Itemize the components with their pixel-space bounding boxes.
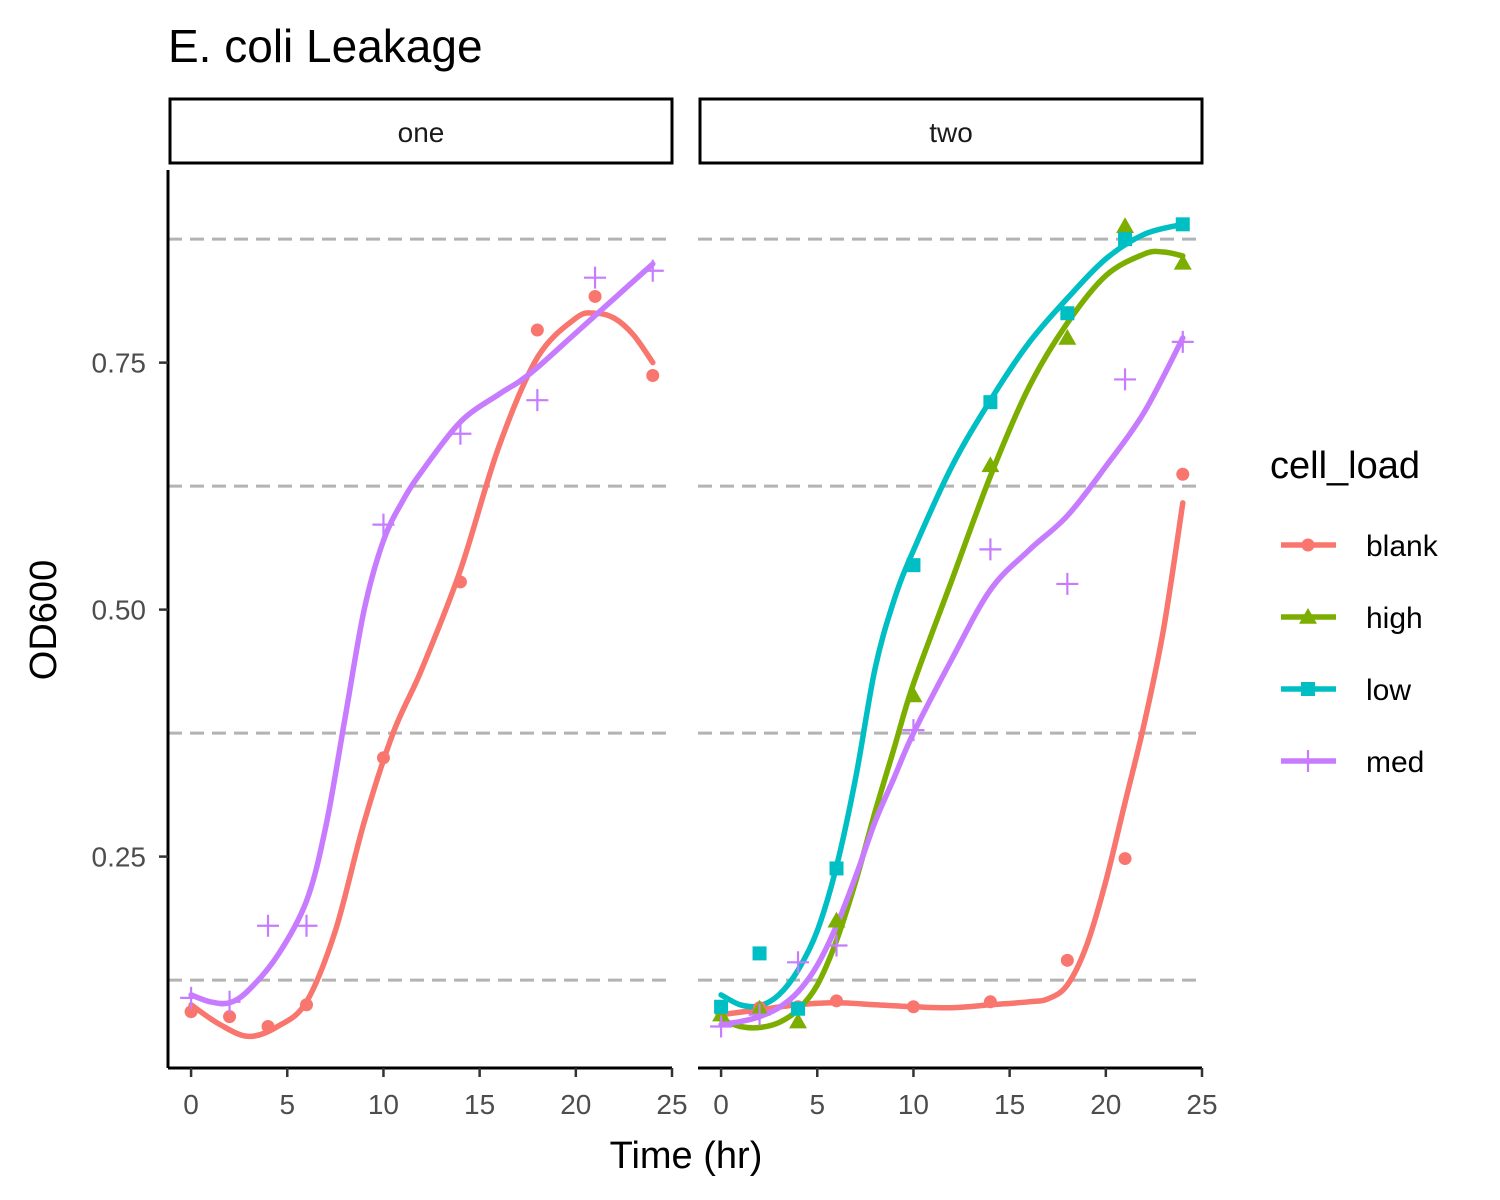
legend-marker	[1297, 750, 1319, 772]
x-tick-label: 0	[713, 1089, 729, 1120]
x-tick-label: 5	[809, 1089, 825, 1120]
data-point-med	[787, 951, 810, 974]
legend-items: blank high low med	[1281, 530, 1439, 779]
series-line-med	[718, 335, 1186, 1028]
legend-item-low: low	[1281, 674, 1411, 707]
legend-label: med	[1366, 746, 1424, 779]
y-tick-label: 0.75	[92, 348, 147, 379]
data-point-high	[789, 1012, 808, 1029]
data-point-high	[827, 911, 846, 928]
x-tick-label: 5	[279, 1089, 295, 1120]
data-point-high	[981, 456, 1000, 473]
series-line-low	[718, 221, 1186, 1010]
legend-marker	[1299, 608, 1317, 624]
x-tick-label: 20	[1090, 1089, 1121, 1120]
data-point-blank	[983, 995, 997, 1009]
facet-strip-label: two	[929, 117, 973, 148]
data-point-high	[1173, 253, 1192, 270]
data-point-med	[257, 914, 280, 937]
data-point-blank	[646, 368, 660, 382]
data-point-med	[902, 719, 925, 742]
data-point-med	[825, 934, 848, 957]
data-point-low	[714, 999, 729, 1014]
panel-one: one 0 5 10 15 20 25 0.25 0.50 0.75	[92, 97, 688, 1120]
legend-item-med: med	[1281, 746, 1424, 779]
data-point-blank	[184, 1005, 198, 1019]
legend: cell_load blank high low med	[1270, 445, 1439, 779]
series-line-high	[718, 248, 1186, 1031]
data-point-blank	[1118, 852, 1132, 866]
legend-label: high	[1366, 602, 1423, 635]
data-point-blank	[1060, 953, 1074, 967]
data-point-med	[526, 389, 549, 412]
data-point-high	[904, 686, 923, 703]
x-tick-label: 15	[994, 1089, 1025, 1120]
data-point-high	[1058, 328, 1077, 345]
data-point-low	[1060, 306, 1075, 321]
data-point-low	[791, 1001, 806, 1016]
data-point-med	[1114, 368, 1137, 391]
data-point-med	[372, 513, 395, 536]
data-point-blank	[906, 1000, 920, 1014]
data-point-blank	[376, 751, 390, 765]
x-tick-label: 10	[368, 1089, 399, 1120]
data-point-blank	[223, 1010, 237, 1024]
x-tick-label: 10	[898, 1089, 929, 1120]
data-point-med	[641, 259, 664, 282]
y-axis-title: OD600	[23, 560, 65, 680]
data-point-med	[295, 914, 318, 937]
data-point-blank	[530, 323, 544, 337]
legend-title: cell_load	[1270, 445, 1420, 487]
chart-title: E. coli Leakage	[168, 20, 483, 72]
legend-label: blank	[1366, 530, 1439, 563]
x-tick-label: 0	[183, 1089, 199, 1120]
data-point-med	[748, 1003, 771, 1026]
legend-item-high: high	[1281, 602, 1423, 635]
panels-layer: one 0 5 10 15 20 25 0.25 0.50 0.75 two 0 5 10 15 20 25	[92, 97, 1218, 1120]
panel-two: two 0 5 10 15 20 25	[698, 97, 1218, 1120]
y-tick-label: 0.25	[92, 842, 147, 873]
legend-label: low	[1366, 674, 1411, 707]
x-axis-title: Time (hr)	[610, 1135, 763, 1177]
data-point-low	[752, 946, 767, 961]
data-point-med	[449, 422, 472, 445]
y-tick-label: 0.50	[92, 595, 147, 626]
data-point-blank	[830, 994, 844, 1008]
data-point-low	[1118, 232, 1133, 247]
data-point-blank	[453, 575, 467, 589]
x-tick-label: 25	[656, 1089, 687, 1120]
data-point-med	[710, 1015, 733, 1038]
x-tick-label: 25	[1186, 1089, 1217, 1120]
data-point-med	[1056, 572, 1079, 595]
facet-strip	[168, 97, 674, 165]
legend-marker	[1301, 682, 1315, 696]
legend-item-blank: blank	[1281, 530, 1439, 563]
data-point-med	[218, 990, 241, 1013]
data-point-med	[584, 266, 607, 289]
data-point-blank	[261, 1020, 275, 1034]
x-tick-label: 20	[560, 1089, 591, 1120]
x-tick-label: 15	[464, 1089, 495, 1120]
series-line-med	[188, 261, 656, 1007]
data-point-low	[829, 861, 844, 876]
facet-strip	[698, 97, 1204, 165]
data-point-high	[1116, 217, 1135, 234]
data-point-low	[906, 558, 921, 573]
legend-marker	[1301, 538, 1315, 552]
data-point-med	[180, 986, 203, 1009]
data-point-med	[979, 538, 1002, 561]
data-point-low	[983, 395, 998, 410]
data-point-blank	[1176, 467, 1190, 481]
facet-strip-label: one	[398, 117, 445, 148]
series-line-blank	[188, 310, 656, 1040]
data-point-blank	[588, 289, 602, 303]
data-point-low	[1175, 217, 1190, 232]
data-point-med	[1171, 330, 1194, 353]
data-point-blank	[300, 998, 314, 1012]
